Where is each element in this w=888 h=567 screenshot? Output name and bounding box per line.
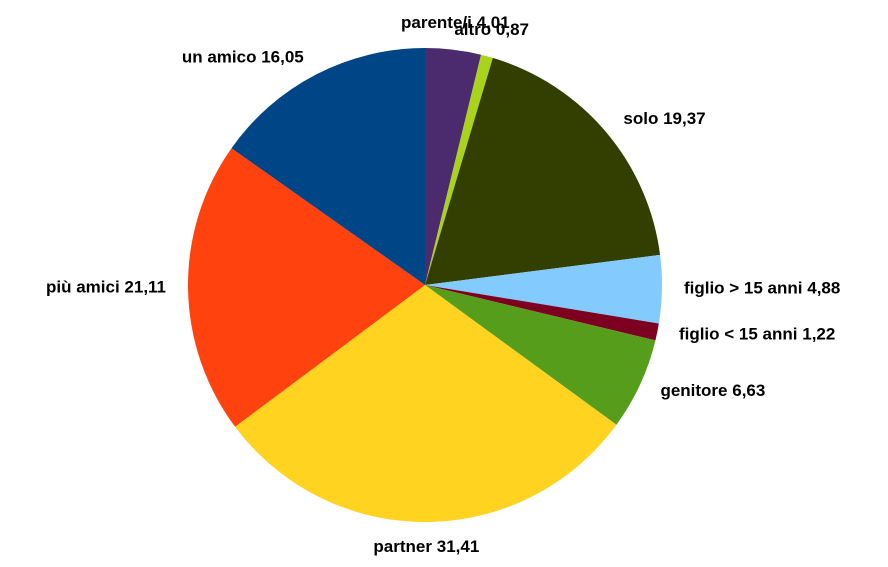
slice-label: partner 31,41: [373, 537, 479, 556]
pie-slice: [425, 285, 659, 341]
slice-label: altro 0,87: [454, 20, 529, 39]
slice-value: 16,05: [261, 48, 304, 67]
slice-category: figlio > 15 anni: [684, 279, 803, 298]
pie-slice: [425, 285, 656, 425]
slice-value: 21,11: [124, 278, 166, 297]
slice-label: figlio < 15 anni 1,22: [679, 325, 835, 344]
slice-category: più amici: [46, 278, 120, 297]
slice-value: 19,37: [663, 109, 706, 128]
slice-label: figlio > 15 anni 4,88: [684, 279, 840, 298]
pie-slice: [235, 285, 617, 522]
slice-category: partner: [373, 537, 432, 556]
slice-category: un amico: [182, 48, 257, 67]
slice-value: 0,87: [496, 20, 529, 39]
slice-category: solo: [623, 109, 658, 128]
slice-category: genitore: [660, 382, 727, 401]
slice-category: figlio < 15 anni: [679, 325, 798, 344]
slice-label: parente/i 4,01: [401, 13, 510, 32]
slice-value: 4,01: [477, 13, 510, 32]
slice-category: altro: [454, 20, 491, 39]
pie-slice: [425, 57, 661, 285]
slice-value: 4,88: [807, 279, 840, 298]
slice-value: 1,22: [802, 325, 835, 344]
slice-label: un amico 16,05: [182, 48, 304, 67]
slice-value: 31,41: [437, 537, 480, 556]
pie-slice: [425, 254, 662, 324]
pie-slice: [425, 48, 482, 285]
slice-label: più amici 21,11: [46, 278, 166, 297]
slice-label: solo 19,37: [623, 109, 705, 128]
pie-slice: [188, 148, 425, 427]
pie-slice: [231, 48, 425, 285]
slice-label: genitore 6,63: [660, 382, 765, 401]
pie-slice: [425, 54, 493, 285]
slice-value: 6,63: [732, 382, 765, 401]
slice-category: parente/i: [401, 13, 472, 32]
